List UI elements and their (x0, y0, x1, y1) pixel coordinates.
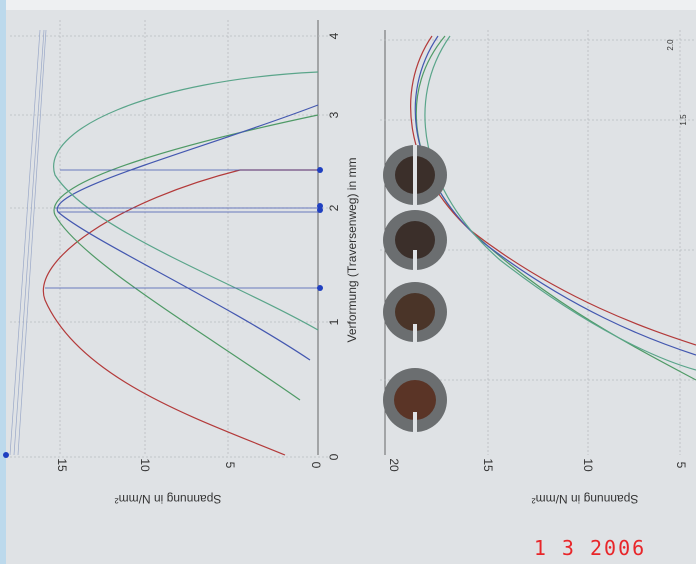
top-edge (6, 0, 696, 10)
left-y-tick: 5 (223, 462, 237, 469)
right-curves (410, 35, 696, 381)
left-y-label: Spannung in N/mm² (115, 492, 222, 506)
right-x-tick: 2.0 (666, 39, 675, 51)
left-x-tick: 4 (327, 32, 341, 39)
left-curves (9, 29, 319, 456)
right-y-tick: 15 (481, 458, 495, 472)
left-x-tick: 1 (327, 318, 341, 325)
right-y-label: Spannung in N/mm² (532, 492, 639, 506)
right-y-tick: 5 (674, 462, 688, 469)
right-y-tick: 20 (387, 458, 401, 472)
left-y-tick: 0 (309, 462, 323, 469)
left-y-tick: 15 (55, 458, 69, 472)
left-x-tick: 0 (327, 453, 341, 460)
right-y-tick: 10 (581, 458, 595, 472)
left-y-tick: 10 (138, 458, 152, 472)
left-x-label: Verformung (Traversenweg) in mm (345, 158, 359, 343)
left-grid (10, 20, 330, 458)
edge-strip (0, 0, 6, 564)
right-x-tick: 1.5 (679, 114, 688, 126)
left-x-tick: 3 (327, 111, 341, 118)
left-markers (3, 167, 323, 458)
rings (383, 145, 447, 436)
date-stamp: 1 3 2006 (534, 536, 646, 560)
left-x-tick: 2 (327, 204, 341, 211)
